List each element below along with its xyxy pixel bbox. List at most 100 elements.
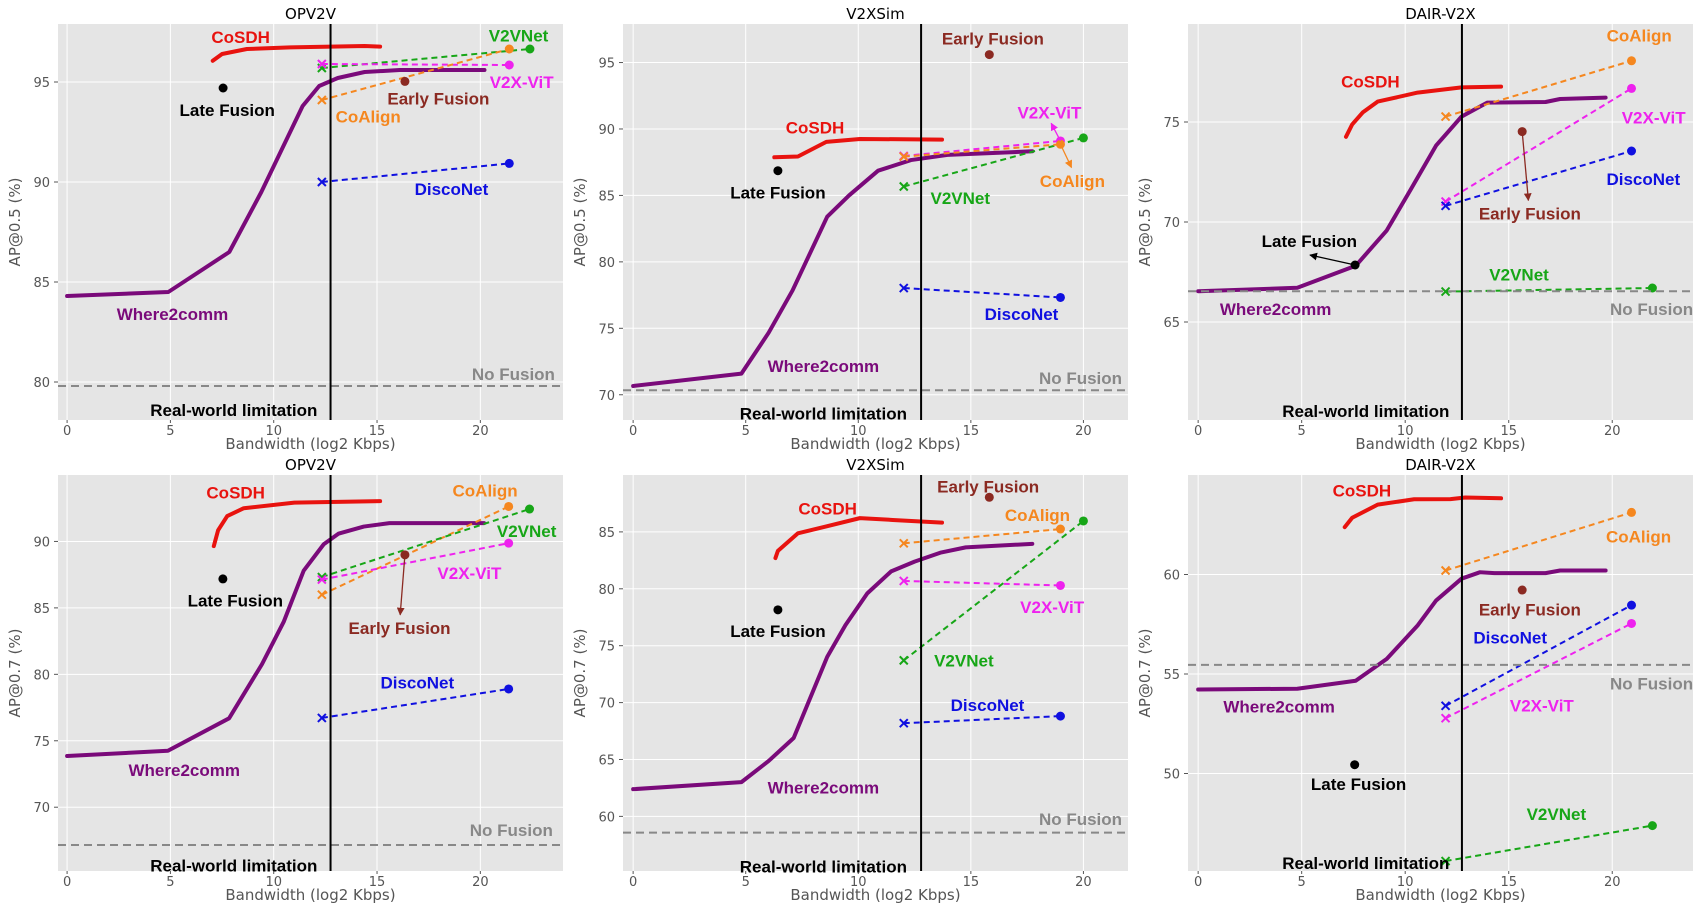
v2vnet-dot-marker <box>1078 516 1088 526</box>
late-fusion-annotation-arrow <box>1309 252 1356 266</box>
late-fusion-label: Late Fusion <box>1311 775 1406 794</box>
plot-background <box>623 475 1128 871</box>
real-world-limitation-label: Real-world limitation <box>150 857 317 876</box>
where2comm-label: Where2comm <box>1223 697 1334 716</box>
x-axis-label: Bandwidth (log2 Kbps) <box>1355 886 1525 904</box>
v2x-vit-dashed-line <box>1445 87 1633 203</box>
subplot-opv2v-ap-0-5: 0 5 10 15 20 80 85 90 95 OPV2V Bandwidth (log2 Kbp… <box>6 5 563 453</box>
x-axis-label: Bandwidth (log2 Kbps) <box>1355 435 1525 453</box>
y-axis-label: AP@0.7 (%) <box>1136 629 1154 718</box>
late-fusion-label: Late Fusion <box>180 101 275 120</box>
coalign-x-marker <box>899 151 909 162</box>
v2vnet-dashed-line <box>903 520 1085 662</box>
x-tick-label: 5 <box>166 424 174 439</box>
v2x-vit-dot-marker <box>1627 83 1637 93</box>
plot-background <box>58 24 563 420</box>
x-axis-label: Bandwidth (log2 Kbps) <box>790 886 960 904</box>
subplot-title: OPV2V <box>285 456 337 474</box>
disconet-dot-marker <box>1627 146 1637 156</box>
coalign-dashed-line <box>1445 59 1632 118</box>
coalign-dashed-line <box>321 48 510 101</box>
early-fusion-point <box>1517 585 1527 595</box>
x-tick-label: 15 <box>963 875 980 890</box>
v2x-vit-label: V2X-ViT <box>490 73 555 92</box>
late-fusion-point <box>773 605 783 615</box>
y-axis-label: AP@0.7 (%) <box>571 629 589 718</box>
v2vnet-dot-marker <box>1078 133 1088 143</box>
plot-area <box>58 24 563 420</box>
cosdh-label: CoSDH <box>211 28 270 47</box>
x-tick-label: 15 <box>963 424 980 439</box>
y-tick-label: 60 <box>598 810 615 825</box>
v2x-vit-dot-marker <box>1055 580 1065 590</box>
disconet-dashed-line <box>321 162 510 183</box>
y-tick-label: 60 <box>1163 568 1180 583</box>
v2x-vit-dashed-line <box>321 542 509 581</box>
where2comm-line <box>1196 568 1608 692</box>
x-tick-label: 0 <box>629 424 637 439</box>
y-tick-label: 65 <box>1163 316 1180 331</box>
x-tick-label: 15 <box>1500 875 1517 890</box>
v2vnet-label: V2VNet <box>489 26 549 45</box>
cosdh-label: CoSDH <box>1341 72 1400 91</box>
real-world-limitation-label: Real-world limitation <box>1282 402 1449 421</box>
x-tick-label: 20 <box>472 875 489 890</box>
coalign-x-marker <box>1440 565 1451 576</box>
subplot-opv2v-ap-0-7: 0 5 10 15 20 70 75 80 85 90 OPV2V Bandwidth (log2 K… <box>6 456 563 904</box>
x-tick-label: 20 <box>1075 424 1092 439</box>
disconet-x-marker <box>899 718 909 728</box>
no-fusion-label: No Fusion <box>472 365 555 384</box>
early-fusion-label: Early Fusion <box>387 90 489 109</box>
subplot-v2xsim-ap-0-7: 0 5 10 15 20 60 65 70 75 80 85 V2XSim Bandwidth (log… <box>571 456 1128 904</box>
early-fusion-annotation-arrow <box>1521 131 1532 202</box>
coalign-dot-marker <box>1055 524 1065 534</box>
where2comm-line <box>631 149 1035 388</box>
y-tick-label: 70 <box>598 389 615 404</box>
real-world-limitation-label: Real-world limitation <box>150 401 317 420</box>
x-tick-label: 20 <box>1604 424 1621 439</box>
v2vnet-x-marker <box>1440 286 1451 297</box>
subplot-title: OPV2V <box>285 5 337 23</box>
coalign-label: CoAlign <box>1040 172 1105 191</box>
late-fusion-point <box>1350 760 1360 770</box>
v2x-vit-label: V2X-ViT <box>437 564 502 583</box>
y-tick-label: 90 <box>33 176 50 191</box>
y-tick-label: 75 <box>1163 116 1180 131</box>
v2x-vit-label: V2X-ViT <box>1510 696 1575 715</box>
cosdh-label: CoSDH <box>798 500 857 519</box>
cosdh-line <box>772 136 945 160</box>
where2comm-label: Where2comm <box>768 778 879 797</box>
coalign-x-marker <box>899 538 909 548</box>
coalign-dashed-line <box>1445 511 1632 572</box>
v2x-vit-x-marker <box>317 59 327 69</box>
disconet-dot-marker <box>1055 292 1065 302</box>
v2x-vit-dashed-line <box>1445 622 1632 720</box>
no-fusion-label: No Fusion <box>1039 810 1122 829</box>
v2vnet-label: V2VNet <box>934 651 994 670</box>
x-axis-label: Bandwidth (log2 Kbps) <box>790 435 960 453</box>
disconet-label: DiscoNet <box>985 305 1059 324</box>
plot-area <box>623 475 1128 871</box>
subplot-dair-v2x-ap-0-5: 0 5 10 15 20 65 70 75 DAIR-V2X Bandwidth (log2 Kb… <box>1136 5 1693 453</box>
y-tick-label: 70 <box>1163 216 1180 231</box>
y-tick-label: 55 <box>1163 668 1180 683</box>
v2vnet-label: V2VNet <box>1489 266 1549 285</box>
v2x-vit-dot-marker <box>1627 618 1637 628</box>
y-tick-label: 90 <box>598 123 615 138</box>
where2comm-line <box>1196 95 1608 294</box>
y-axis-label: AP@0.5 (%) <box>1136 178 1154 267</box>
no-fusion-label: No Fusion <box>1610 300 1693 319</box>
x-tick-label: 5 <box>166 875 174 890</box>
disconet-label: DiscoNet <box>951 696 1025 715</box>
v2x-vit-label: V2X-ViT <box>1622 108 1687 127</box>
subplot-dair-v2x-ap-0-7: 0 5 10 15 20 50 55 60 DAIR-V2X Bandwidth (log2 Kb… <box>1136 456 1693 904</box>
late-fusion-point <box>218 83 228 93</box>
early-fusion-label: Early Fusion <box>1479 205 1581 224</box>
x-tick-label: 10 <box>850 875 867 890</box>
disconet-x-marker <box>317 177 327 187</box>
early-fusion-point <box>400 76 410 86</box>
coalign-x-marker <box>1440 111 1451 122</box>
where2comm-line <box>65 68 487 298</box>
coalign-x-marker <box>317 95 327 105</box>
